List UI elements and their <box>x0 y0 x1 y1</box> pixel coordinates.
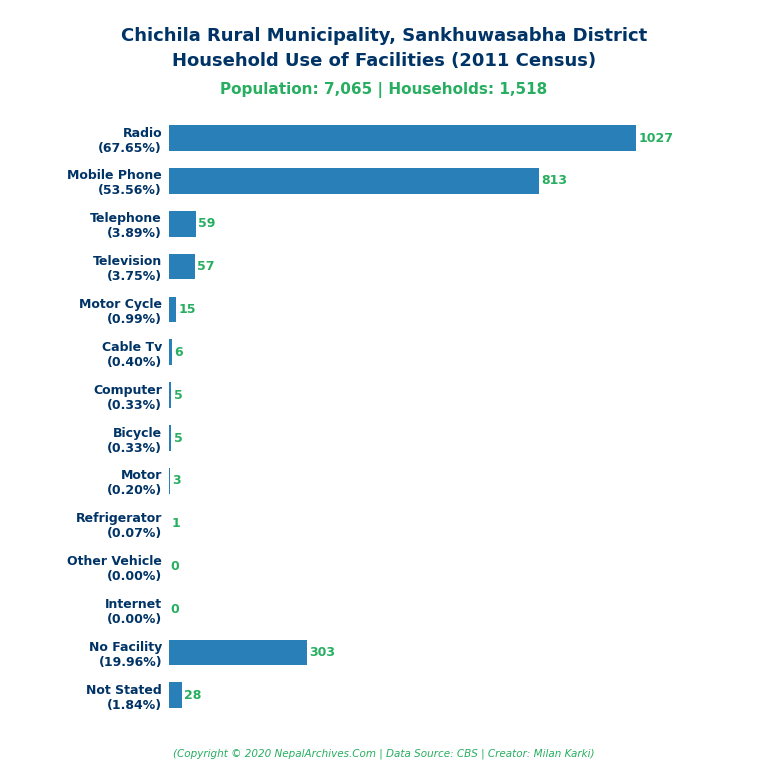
Text: 1027: 1027 <box>639 131 674 144</box>
Bar <box>169 168 539 194</box>
Bar <box>169 425 171 451</box>
Text: 5: 5 <box>174 389 182 402</box>
Text: 57: 57 <box>197 260 215 273</box>
Text: Household Use of Facilities (2011 Census): Household Use of Facilities (2011 Census… <box>172 52 596 70</box>
Text: 303: 303 <box>310 646 335 659</box>
Text: Population: 7,065 | Households: 1,518: Population: 7,065 | Households: 1,518 <box>220 82 548 98</box>
Text: Chichila Rural Municipality, Sankhuwasabha District: Chichila Rural Municipality, Sankhuwasab… <box>121 27 647 45</box>
Bar <box>169 125 637 151</box>
Text: 15: 15 <box>178 303 196 316</box>
Bar <box>169 296 176 323</box>
Bar <box>169 640 307 665</box>
Bar <box>169 468 170 494</box>
Text: (Copyright © 2020 NepalArchives.Com | Data Source: CBS | Creator: Milan Karki): (Copyright © 2020 NepalArchives.Com | Da… <box>174 748 594 759</box>
Text: 5: 5 <box>174 432 182 445</box>
Text: 1: 1 <box>172 518 180 531</box>
Text: 59: 59 <box>198 217 216 230</box>
Text: 3: 3 <box>173 475 181 488</box>
Text: 0: 0 <box>170 603 179 616</box>
Bar <box>169 382 171 408</box>
Bar <box>169 339 172 366</box>
Text: 28: 28 <box>184 689 201 702</box>
Bar <box>169 253 195 280</box>
Text: 6: 6 <box>174 346 183 359</box>
Text: 813: 813 <box>541 174 568 187</box>
Bar <box>169 683 182 708</box>
Text: 0: 0 <box>170 560 179 573</box>
Bar <box>169 211 196 237</box>
